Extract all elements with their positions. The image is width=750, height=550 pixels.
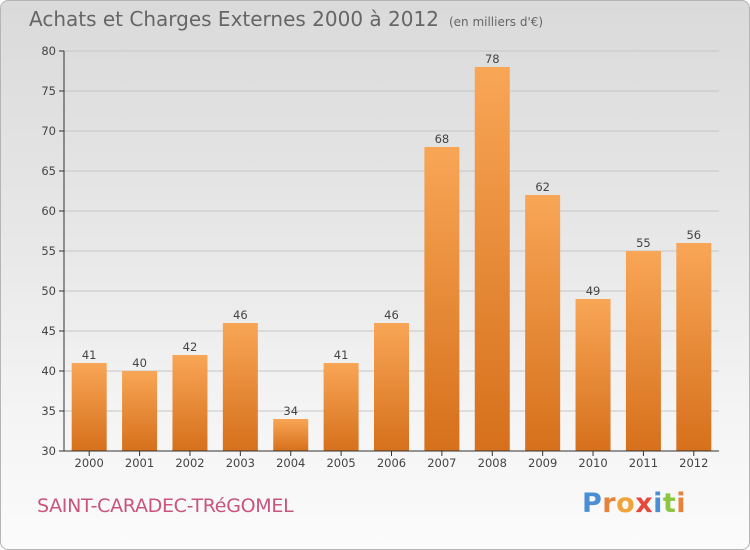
data-label: 62 (535, 180, 550, 194)
bar (374, 323, 409, 451)
proxiti-logo-letter: r (602, 488, 617, 519)
x-tick-label: 2007 (427, 456, 456, 470)
x-tick-label: 2010 (578, 456, 607, 470)
x-tick-label: 2004 (276, 456, 305, 470)
data-label: 42 (183, 340, 198, 354)
proxiti-logo-letter: i (676, 488, 687, 519)
y-tick-label: 35 (41, 404, 56, 418)
bar (525, 195, 561, 451)
proxiti-logo-letter: o (616, 488, 636, 519)
y-tick-label: 55 (41, 244, 56, 258)
data-label: 78 (485, 52, 500, 66)
x-tick-label: 2011 (629, 456, 658, 470)
data-label: 56 (686, 228, 701, 242)
bar (273, 419, 309, 451)
bar (575, 299, 611, 451)
x-tick-label: 2000 (75, 456, 104, 470)
bars (71, 67, 712, 451)
x-tick-label: 2012 (679, 456, 708, 470)
chart-title: Achats et Charges Externes 2000 à 2012 (e… (29, 7, 543, 31)
bar (676, 243, 712, 451)
proxiti-logo-letter: i (653, 488, 663, 519)
chart-title-text: Achats et Charges Externes 2000 à 2012 (29, 7, 439, 31)
bar (474, 67, 510, 451)
y-tick-label: 40 (41, 364, 56, 378)
data-label: 41 (334, 348, 349, 362)
y-tick-label: 45 (41, 324, 56, 338)
x-tick-label: 2009 (528, 456, 557, 470)
data-label: 34 (283, 404, 298, 418)
y-tick-label: 60 (41, 204, 56, 218)
proxiti-logo[interactable]: Proxiti (582, 488, 686, 519)
bar (323, 363, 359, 451)
data-label: 41 (82, 348, 97, 362)
y-tick-label: 50 (41, 284, 56, 298)
data-label: 55 (636, 236, 651, 250)
bar (172, 355, 208, 451)
x-tick-label: 2003 (226, 456, 255, 470)
bar (625, 251, 661, 451)
x-tick-label: 2006 (377, 456, 406, 470)
data-label: 46 (233, 308, 248, 322)
bar (424, 147, 460, 451)
proxiti-logo-letter: t (662, 488, 677, 519)
y-tick-label: 70 (41, 124, 56, 138)
x-tick-label: 2005 (326, 456, 355, 470)
axes: 30 35 40 45 50 55 60 65 70 75 80 2000 2001 2002 2003 20… (41, 44, 719, 470)
y-tick-label: 65 (41, 164, 56, 178)
data-label: 46 (384, 308, 399, 322)
y-tick-label: 30 (41, 444, 56, 458)
y-tick-label: 75 (41, 84, 56, 98)
x-tick-label: 2002 (175, 456, 204, 470)
bar (122, 371, 158, 451)
x-tick-label: 2008 (478, 456, 507, 470)
data-label: 68 (435, 132, 450, 146)
y-tick-label: 80 (41, 44, 56, 58)
commune-name: SAINT-CARADEC-TRéGOMEL (37, 495, 294, 517)
proxiti-logo-letter: x (635, 488, 654, 519)
x-tick-label: 2001 (125, 456, 154, 470)
data-labels: 41 40 42 46 34 41 46 68 78 62 49 55 56 (82, 52, 701, 418)
chart-subtitle: (en milliers d'€) (448, 15, 544, 29)
data-label: 40 (132, 356, 147, 370)
data-label: 49 (586, 284, 601, 298)
bar (222, 323, 258, 451)
proxiti-logo-letter: P (582, 488, 603, 519)
bar (71, 363, 107, 451)
